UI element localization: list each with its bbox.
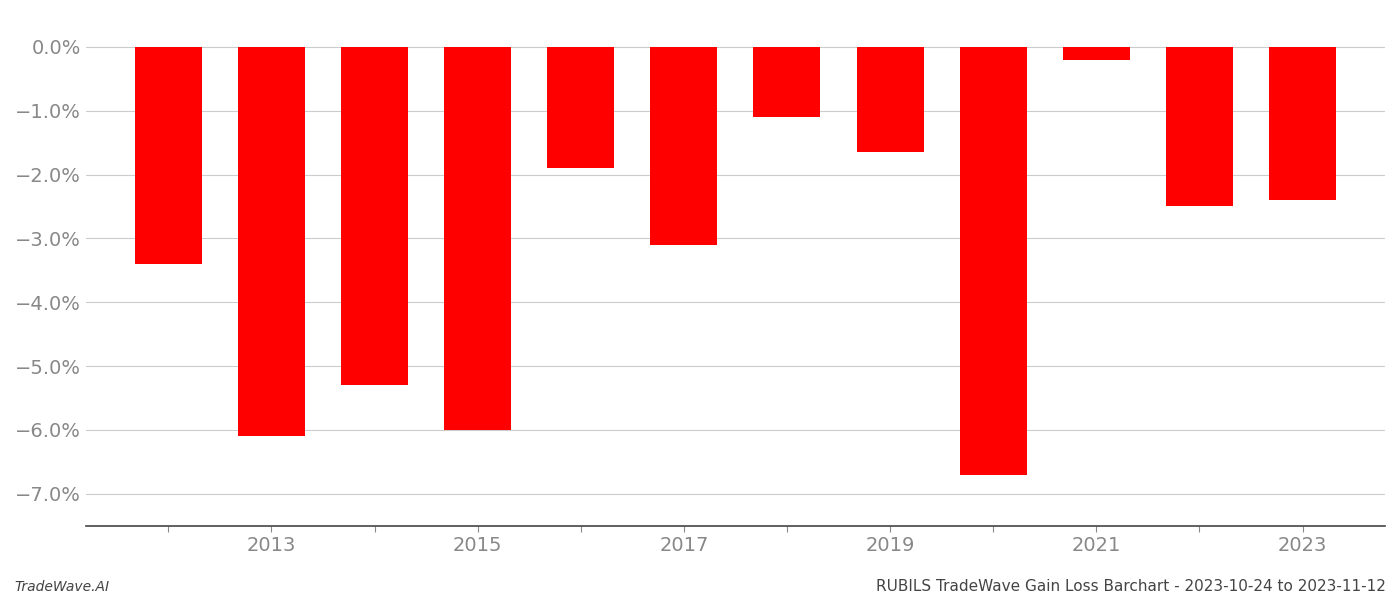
- Bar: [1268, 47, 1336, 200]
- Bar: [134, 47, 202, 264]
- Text: RUBILS TradeWave Gain Loss Barchart - 2023-10-24 to 2023-11-12: RUBILS TradeWave Gain Loss Barchart - 20…: [876, 579, 1386, 594]
- Bar: [857, 47, 924, 152]
- Bar: [651, 47, 717, 245]
- Bar: [238, 47, 305, 436]
- Bar: [342, 47, 407, 385]
- Bar: [959, 47, 1026, 475]
- Bar: [444, 47, 511, 430]
- Bar: [1063, 47, 1130, 59]
- Bar: [753, 47, 820, 117]
- Text: TradeWave.AI: TradeWave.AI: [14, 580, 109, 594]
- Bar: [547, 47, 615, 168]
- Bar: [1166, 47, 1233, 206]
